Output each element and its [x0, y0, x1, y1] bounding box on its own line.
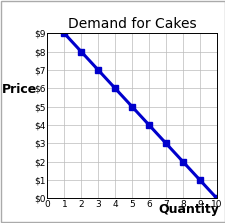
Title: Demand for Cakes: Demand for Cakes — [68, 17, 196, 31]
Text: Price: Price — [2, 83, 37, 96]
Text: Quantity: Quantity — [158, 203, 218, 216]
